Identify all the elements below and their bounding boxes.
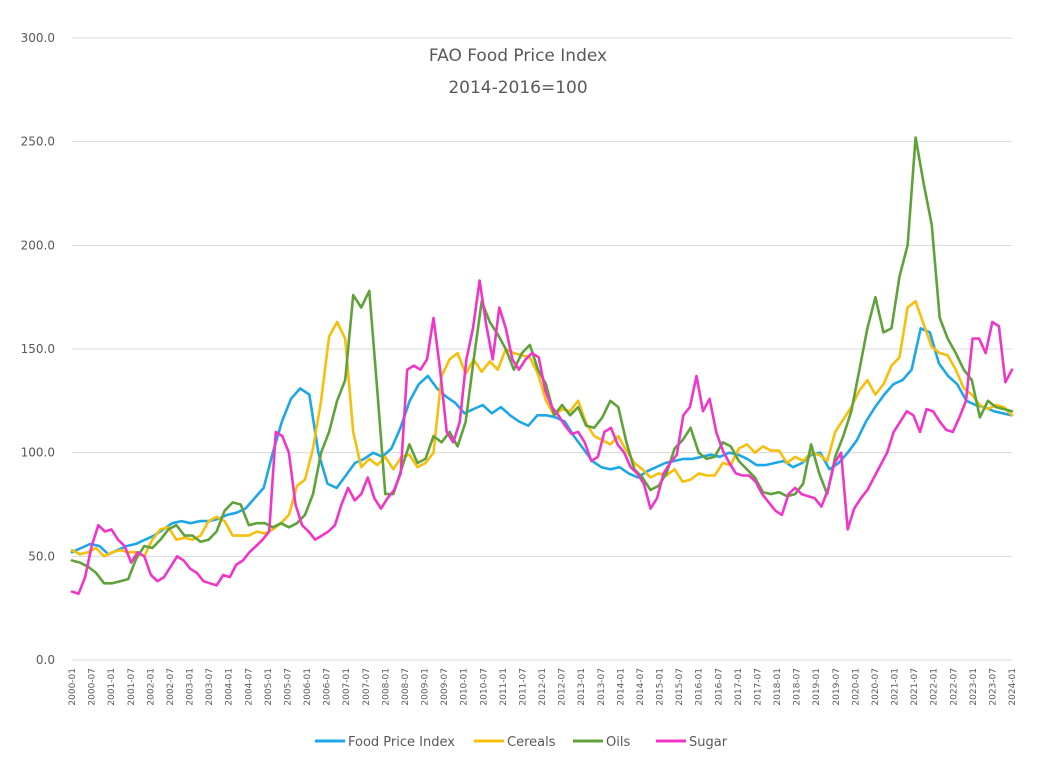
y-axis-ticks: 0.0 50.0 100.0 150.0 200.0 250.0 300.0 [21,31,55,667]
x-tick-label: 2002-07 [166,668,176,706]
x-tick-label: 2001-01 [107,668,117,706]
x-tick-label: 2012-01 [538,668,548,706]
y-tick-label: 100.0 [21,446,55,460]
x-tick-label: 2022-01 [930,668,940,706]
legend-label: Cereals [507,735,556,750]
x-tick-label: 2004-01 [225,668,235,706]
x-tick-label: 2023-01 [969,668,979,706]
x-tick-label: 2014-01 [616,668,626,706]
x-tick-label: 2009-07 [440,668,450,706]
series-lines [70,136,1014,596]
chart-subtitle: 2014-2016=100 [448,78,587,98]
y-tick-label: 300.0 [21,31,55,45]
x-tick-label: 2006-07 [323,668,333,706]
x-tick-label: 2003-01 [186,668,196,706]
x-tick-label: 2024-01 [1008,668,1018,706]
x-tick-label: 2007-07 [362,668,372,706]
series-line-oils [70,136,1014,585]
x-tick-label: 2020-01 [851,668,861,706]
x-tick-label: 2005-07 [283,668,293,706]
y-tick-label: 0.0 [36,653,55,667]
x-tick-label: 2019-01 [812,668,822,706]
gridlines [72,37,1012,661]
y-tick-label: 200.0 [21,238,55,252]
x-tick-label: 2018-07 [793,668,803,706]
legend-label: Oils [606,735,630,750]
legend: Food Price Index Cereals Oils Sugar [315,735,728,750]
series-line-sugar [70,279,1014,596]
x-axis-ticks: 2000-01 2000-07 2001-01 2001-07 2002-01 2002-… [68,668,1018,706]
legend-label: Sugar [689,735,728,750]
y-tick-label: 250.0 [21,135,55,149]
x-tick-label: 2021-07 [910,668,920,706]
x-tick-label: 2018-01 [773,668,783,706]
x-tick-label: 2001-07 [127,668,137,706]
x-tick-label: 2023-07 [988,668,998,706]
x-tick-label: 2017-01 [734,668,744,706]
x-tick-label: 2008-07 [401,668,411,706]
y-tick-label: 50.0 [28,549,55,563]
x-tick-label: 2004-07 [244,668,254,706]
y-tick-label: 150.0 [21,342,55,356]
x-tick-label: 2002-01 [146,668,156,706]
x-tick-label: 2012-07 [558,668,568,706]
x-tick-label: 2016-01 [695,668,705,706]
legend-label: Food Price Index [348,735,455,750]
x-tick-label: 2014-07 [636,668,646,706]
x-tick-label: 2005-01 [264,668,274,706]
x-tick-label: 2008-01 [381,668,391,706]
x-tick-label: 2021-01 [891,668,901,706]
chart-title: FAO Food Price Index [429,46,607,66]
x-tick-label: 2015-07 [675,668,685,706]
x-tick-label: 2003-07 [205,668,215,706]
x-tick-label: 2020-07 [871,668,881,706]
x-tick-label: 2019-07 [832,668,842,706]
series-line-food-price-index [70,326,1014,556]
x-tick-label: 2009-01 [421,668,431,706]
series-line-cereals [70,299,1014,558]
x-tick-label: 2013-01 [577,668,587,706]
x-tick-label: 2015-01 [656,668,666,706]
x-tick-label: 2007-01 [342,668,352,706]
x-tick-label: 2016-07 [714,668,724,706]
x-tick-label: 2022-07 [949,668,959,706]
x-tick-label: 2011-07 [518,668,528,706]
x-tick-label: 2017-07 [753,668,763,706]
x-tick-label: 2000-01 [68,668,78,706]
x-tick-label: 2010-01 [460,668,470,706]
x-tick-label: 2000-07 [88,668,98,706]
x-tick-label: 2013-07 [597,668,607,706]
x-tick-label: 2010-07 [479,668,489,706]
x-tick-label: 2011-01 [499,668,509,706]
x-tick-label: 2006-01 [303,668,313,706]
